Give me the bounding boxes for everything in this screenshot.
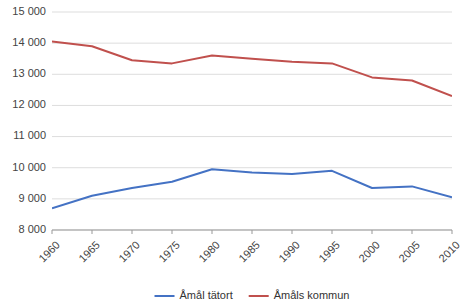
legend-swatch: [155, 295, 175, 297]
y-tick-label: 11 000: [13, 129, 46, 141]
y-tick-label: 13 000: [12, 67, 46, 79]
x-tick-label: 2010: [436, 239, 462, 265]
x-axis: 1960 1965 1970 1975 1980 1985 1990 1995 2000 2005…: [36, 230, 462, 264]
grid-line: [52, 167, 452, 168]
y-tick-label: 9 000: [18, 192, 46, 204]
grid-line: [52, 105, 452, 106]
y-tick-label: 14 000: [12, 36, 46, 48]
legend-swatch: [249, 295, 269, 297]
grid-line: [52, 74, 452, 75]
chart: 8 000 9 000 10 000 11 000 12 000 13 000 14 000…: [0, 0, 470, 308]
y-tick-label: 15 000: [12, 5, 46, 17]
grid-line: [52, 198, 452, 199]
x-tick: [212, 230, 213, 234]
x-tick: [292, 230, 293, 234]
x-tick: [52, 230, 53, 234]
x-tick: [412, 230, 413, 234]
x-tick-label: 1985: [236, 239, 262, 265]
x-tick-label: 1970: [116, 239, 142, 265]
x-tick: [372, 230, 373, 234]
x-tick: [452, 230, 453, 234]
y-tick-label: 8 000: [18, 223, 46, 235]
y-tick-label: 12 000: [12, 98, 46, 110]
x-tick-label: 1965: [76, 239, 102, 265]
grid-line: [52, 136, 452, 137]
lines: [52, 42, 452, 209]
legend: Åmål tätort Åmåls kommun: [155, 289, 350, 301]
grid-line: [52, 43, 452, 44]
legend-label: Åmål tätort: [180, 289, 233, 301]
series-line: [52, 42, 452, 97]
x-tick-label: 1995: [316, 239, 342, 265]
x-tick: [252, 230, 253, 234]
y-axis: 8 000 9 000 10 000 11 000 12 000 13 000 14 000…: [12, 5, 452, 235]
x-tick-label: 1960: [36, 239, 62, 265]
x-tick: [172, 230, 173, 234]
x-tick-label: 1980: [196, 239, 222, 265]
series-line: [52, 169, 452, 208]
x-tick: [92, 230, 93, 234]
x-tick-label: 1990: [276, 239, 302, 265]
grid-line: [52, 12, 452, 13]
x-tick-label: 2005: [396, 239, 422, 265]
x-tick-label: 1975: [156, 239, 182, 265]
y-tick-label: 10 000: [12, 161, 46, 173]
legend-label: Åmåls kommun: [274, 289, 350, 301]
x-tick: [132, 230, 133, 234]
x-tick: [332, 230, 333, 234]
x-tick-label: 2000: [356, 239, 382, 265]
